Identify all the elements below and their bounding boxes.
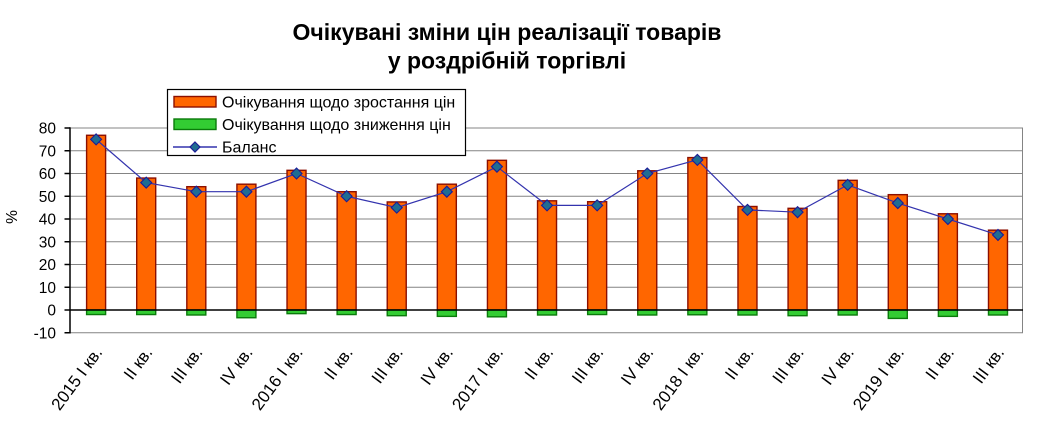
svg-text:60: 60 <box>39 166 57 183</box>
svg-text:Очікувані зміни цін реалізації: Очікувані зміни цін реалізації товарів <box>293 19 722 45</box>
svg-text:0: 0 <box>47 303 56 320</box>
svg-text:-10: -10 <box>34 325 57 342</box>
svg-text:у роздрібній торгівлі: у роздрібній торгівлі <box>388 47 626 73</box>
svg-text:80: 80 <box>39 121 57 138</box>
svg-text:30: 30 <box>39 234 57 251</box>
svg-text:50: 50 <box>39 189 57 206</box>
svg-text:20: 20 <box>39 257 57 274</box>
svg-text:Очікування щодо зниження цін: Очікування щодо зниження цін <box>222 117 451 134</box>
svg-text:%: % <box>4 210 21 224</box>
svg-text:Очікування щодо зростання цін: Очікування щодо зростання цін <box>222 94 455 111</box>
svg-text:40: 40 <box>39 212 57 229</box>
svg-text:10: 10 <box>39 280 57 297</box>
svg-text:Баланс: Баланс <box>222 139 276 156</box>
svg-text:70: 70 <box>39 143 57 160</box>
